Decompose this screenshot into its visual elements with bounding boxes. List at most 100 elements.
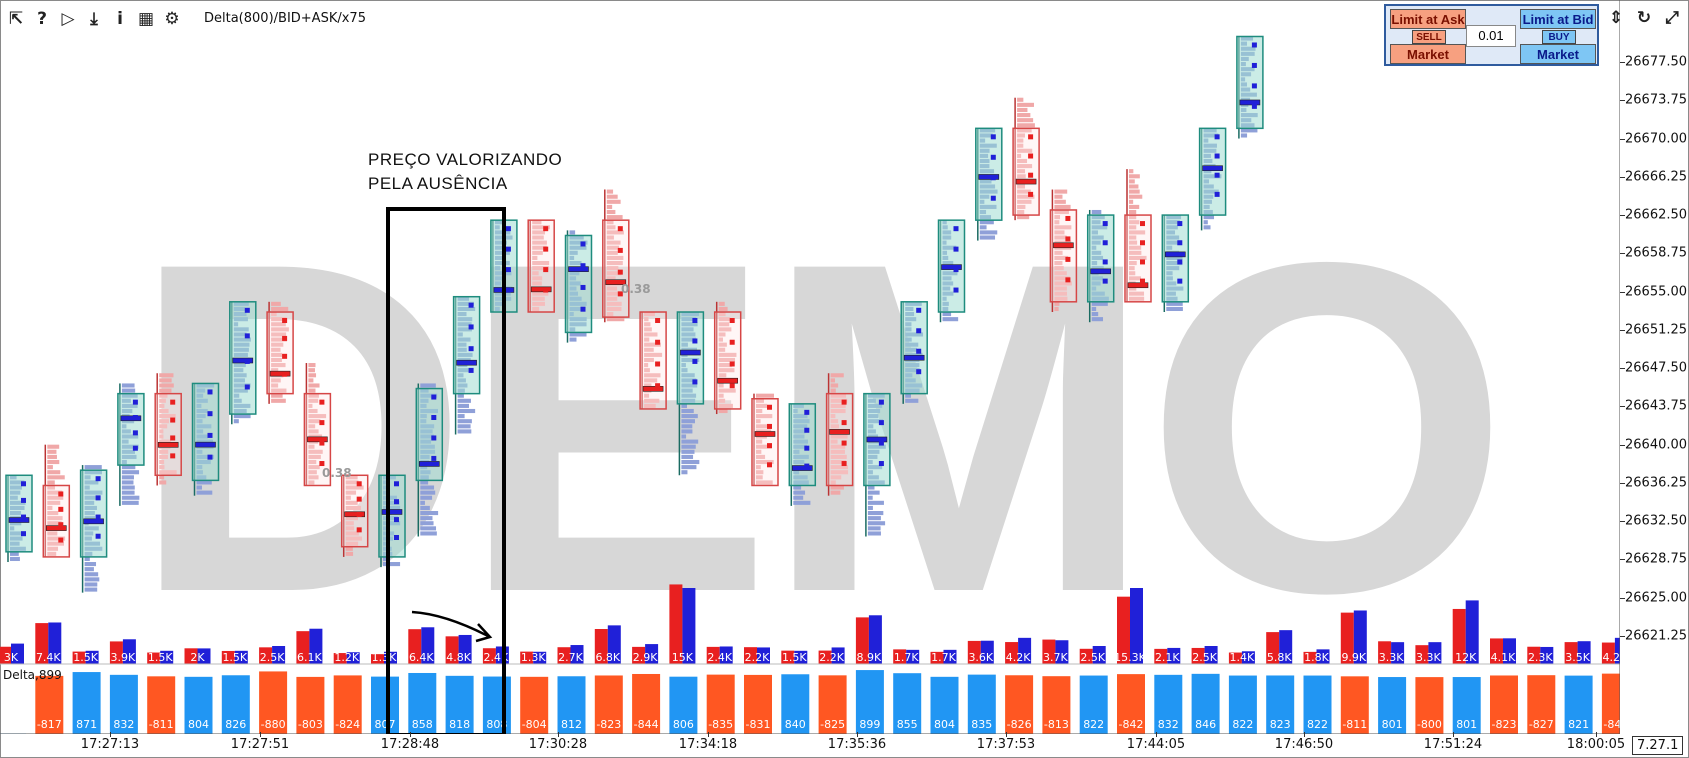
play-icon[interactable]: ▷ [61,9,75,29]
candle[interactable] [900,301,928,404]
candle[interactable] [676,311,705,476]
delta-value-label: -817 [37,718,62,731]
footprint-chart[interactable]: DEMO 3K 7.4K 1.5K 3.9K 1.5K 2K 1.5K 2.5K 6.1K 1.2… [0,0,1620,734]
delta-bar-rect [445,675,474,734]
candle[interactable] [117,383,145,506]
candle[interactable] [751,393,779,487]
candle[interactable] [42,444,71,558]
profile-bar [308,373,317,378]
candle-body [378,474,406,558]
profile-bar [47,551,57,556]
candle[interactable] [788,403,817,506]
profile-bar [606,199,621,204]
profile-bar [121,383,135,388]
volume-bar: 12K [1452,600,1479,664]
buy-tag: BUY [1542,30,1576,44]
candle[interactable] [378,474,406,568]
candle[interactable] [1086,209,1115,323]
cursor-arrow-icon[interactable]: ⇱ [8,9,24,29]
bid-volume-bar [1503,638,1516,664]
profile-bar [606,260,623,266]
candle[interactable] [303,363,332,487]
profile-bar [84,562,97,567]
delta-bar: -823 [594,675,623,734]
delta-bar-rect [184,676,213,734]
candle[interactable] [1236,35,1264,139]
volume-label: 2.3K [1528,651,1553,664]
imbalance-marker [58,506,64,512]
profile-bar [606,250,618,255]
candle-body [1161,214,1190,303]
market-buy-button[interactable]: Market [1520,44,1596,64]
candle[interactable] [452,295,481,435]
profile-bar [159,388,172,393]
imbalance-marker [21,497,26,503]
candle[interactable] [1198,127,1227,231]
profile-bar [644,383,652,388]
candle-body [1012,127,1040,216]
candle[interactable] [1049,189,1078,313]
delta-value-label: -835 [708,718,733,731]
limit-at-bid-button[interactable]: Limit at Bid [1520,9,1596,29]
candle[interactable] [5,474,33,563]
candle[interactable] [713,301,742,415]
profile-bar [606,266,619,271]
imbalance-marker [990,154,996,160]
profile-bar [308,444,315,449]
profile-bar [681,408,694,414]
candle[interactable] [825,373,854,496]
candle[interactable] [415,383,444,537]
refresh-icon[interactable]: ↻ [1636,8,1652,28]
profile-bar [1129,291,1145,296]
profile-bar [756,419,761,424]
time-label: 17:28:48 [380,737,440,752]
annotation-text: PREÇO VALORIZANDO PELA AUSÊNCIA [368,148,562,196]
limit-at-ask-button[interactable]: Limit at Ask [1390,9,1466,29]
delta-value-label: -831 [746,718,771,731]
candle[interactable] [564,230,593,343]
market-sell-button[interactable]: Market [1390,44,1466,64]
profile-bar [606,286,618,291]
bid-volume-bar [906,649,920,664]
candle[interactable] [266,301,294,404]
candle[interactable] [527,219,555,313]
ask-volume-bar [1340,612,1354,664]
quantity-input[interactable]: 0.01 [1466,25,1516,47]
poc-marker [791,465,813,471]
volume-bar: 3.3K [1415,642,1442,664]
settings-icon[interactable]: ⚙ [164,9,180,29]
candle[interactable] [340,474,369,557]
profile-bar [830,393,847,398]
delta-bar-rect [706,674,735,734]
volume-bar: 9.9K [1340,610,1367,664]
profile-bar [532,276,543,281]
volume-label: 2.4K [707,651,732,664]
profile-bar [718,403,733,408]
profile-bar [345,490,357,495]
candle[interactable] [79,465,108,593]
volume-bar: 2.2K [818,647,845,664]
candle[interactable] [1124,169,1152,303]
info-icon[interactable]: i [117,9,123,29]
scale-icon[interactable]: ⇕ [1608,8,1624,28]
candle[interactable] [191,382,220,496]
profile-bar [942,312,952,317]
candle[interactable] [639,311,667,410]
help-icon[interactable]: ? [37,9,47,29]
candle[interactable] [975,127,1003,241]
candle[interactable] [154,373,182,486]
delta-bar: -823 [1490,675,1518,734]
profile-bar [1129,271,1136,276]
chart-type-icon[interactable]: ▦ [137,9,155,29]
candle[interactable] [602,189,630,323]
expand-icon[interactable]: ⤢ [1665,8,1679,28]
candle[interactable] [1012,97,1040,221]
candle[interactable] [1161,214,1190,313]
candle-body [639,311,667,410]
candle[interactable] [229,301,257,425]
volume-label: 2.2K [819,651,844,664]
download-icon[interactable]: ⤓ [90,9,98,29]
imbalance-marker [282,371,288,377]
candle[interactable] [937,219,966,323]
candle[interactable] [863,392,891,537]
